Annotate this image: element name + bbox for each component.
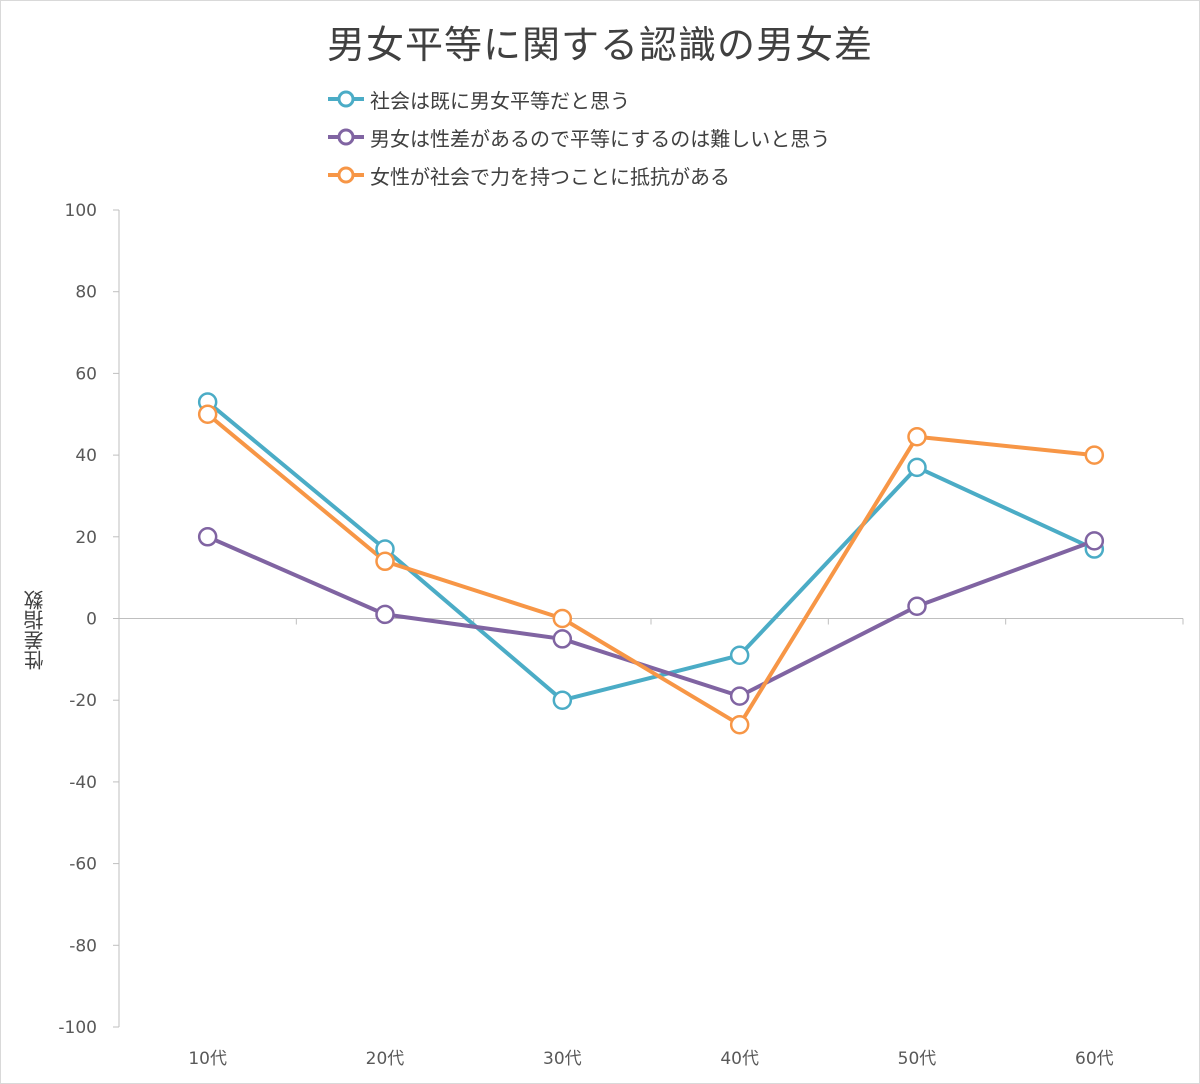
series-line-2 <box>206 412 1095 727</box>
y-tick-label-4: 20 <box>75 528 97 548</box>
series-2-point-0 <box>197 404 218 424</box>
series-2-point-5 <box>1084 445 1105 465</box>
legend-marker-0 <box>328 90 364 108</box>
legend-item-1: 男女は性差があるので平等にするのは難しいと思う <box>326 118 830 156</box>
legend-label-2: 女性が社会で力を持つことに抵抗がある <box>370 164 730 189</box>
y-tick-label-9: -80 <box>69 936 97 956</box>
series-0-point-4 <box>907 457 927 478</box>
legend-label-1: 男女は性差があるので平等にするのは難しいと思う <box>370 126 831 151</box>
x-tick-label-2: 30代 <box>543 1049 582 1069</box>
chart-title: 男女平等に関する認識の男女差 <box>326 23 873 67</box>
y-tick-label-5: 0 <box>86 610 97 630</box>
series-1-point-3 <box>729 686 750 706</box>
x-tick-label-5: 60代 <box>1075 1049 1114 1069</box>
x-tick-label-3: 40代 <box>720 1049 759 1069</box>
y-tick-label-8: -60 <box>69 855 97 875</box>
y-tick-label-3: 40 <box>75 446 97 466</box>
series-0-point-2 <box>552 690 573 710</box>
series-1-point-4 <box>907 596 927 616</box>
y-tick-label-6: -20 <box>69 691 97 711</box>
series-2-point-3 <box>729 714 750 735</box>
legend-marker-1 <box>328 128 364 146</box>
series-1-point-5 <box>1084 531 1105 551</box>
series-line-0 <box>206 400 1096 703</box>
series-2-point-4 <box>907 426 927 447</box>
x-tick-label-0: 10代 <box>188 1049 227 1069</box>
series-1-point-2 <box>552 629 573 649</box>
series-1-point-0 <box>197 527 218 547</box>
y-tick-label-7: -40 <box>69 773 97 793</box>
legend-marker-2 <box>328 166 364 184</box>
y-tick-label-0: 100 <box>65 201 97 221</box>
series-0-point-3 <box>729 645 750 666</box>
legend-item-2: 女性が社会で力を持つことに抵抗がある <box>326 156 830 194</box>
series-2-point-1 <box>375 551 395 572</box>
legend: 社会は既に男女平等だと思う 男女は性差があるので平等にするのは難しいと思う 女性… <box>326 80 830 194</box>
series-2-point-2 <box>552 608 573 629</box>
y-tick-label-10: -100 <box>58 1018 97 1038</box>
x-tick-label-1: 20代 <box>366 1049 405 1069</box>
series-1-point-1 <box>375 604 395 625</box>
y-tick-label-1: 80 <box>75 283 97 303</box>
x-tick-label-4: 50代 <box>898 1049 937 1069</box>
legend-item-0: 社会は既に男女平等だと思う <box>326 80 830 118</box>
y-tick-label-2: 60 <box>75 364 97 384</box>
series-line-1 <box>206 534 1096 699</box>
legend-label-0: 社会は既に男女平等だと思う <box>370 88 630 113</box>
